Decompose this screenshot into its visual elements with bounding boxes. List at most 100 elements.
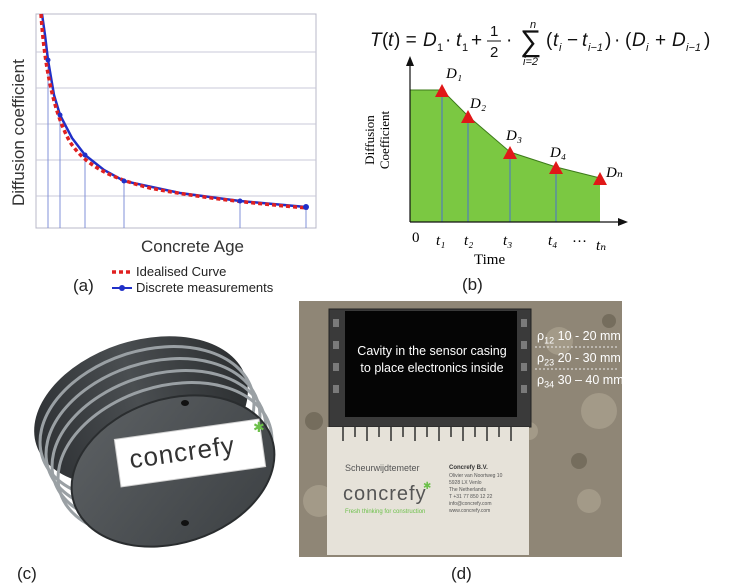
svg-text:·: · [445, 30, 451, 51]
card-address-line: www.concrefy.com [449, 508, 491, 514]
card-tagline: Fresh thinking for construction [345, 509, 426, 515]
aggregate [545, 327, 573, 355]
legend-idealised-label: Idealised Curve [136, 264, 227, 279]
svg-text:T: T [370, 30, 383, 51]
svg-text:t: t [388, 30, 394, 51]
svg-text:i: i [559, 42, 562, 54]
svg-text:·: · [614, 30, 620, 51]
card-company: Concrefy B.V. [449, 465, 488, 471]
svg-text:i−1: i−1 [588, 42, 603, 54]
sensor-label [113, 418, 267, 488]
card-address-line: info@concrefy.com [449, 501, 492, 507]
svg-text:+: + [655, 30, 666, 51]
casing-notch [521, 385, 527, 393]
card-title: Scheurwijdtemeter [345, 463, 420, 473]
casing-notch [521, 363, 527, 371]
svg-text:t: t [553, 30, 559, 51]
rho-range: 10 - 20 mm [557, 329, 621, 343]
card-address-line: Olivier van Noortweg 10 [449, 473, 503, 479]
measurement-point [45, 57, 51, 63]
rho-symbol: ρ [537, 351, 545, 365]
measurement-point [82, 152, 88, 158]
origin-label: 0 [412, 230, 420, 246]
aggregate [577, 489, 601, 513]
legend-symbols [112, 270, 132, 291]
svg-text:1: 1 [490, 23, 498, 40]
svg-text:1: 1 [437, 42, 443, 54]
casing-notch [521, 341, 527, 349]
measurement-point [237, 198, 243, 204]
legend: Idealised Curve Discrete measurements [110, 264, 310, 298]
cavity-box [345, 311, 517, 417]
panel-c-photo: concrefy ✱ [13, 301, 285, 554]
ruler-card [327, 427, 529, 555]
measurement-point [303, 204, 309, 210]
svg-text:i: i [646, 42, 649, 54]
caption-a: (a) [73, 276, 94, 295]
cavity-text-line1: Cavity in the sensor casing [357, 344, 507, 358]
y-axis-label-b: Diffusion Coefficient [362, 80, 402, 200]
formula-render: T ( t ) = D 1 · t 1 + 1 2 · ∑ n i=2 ( t … [370, 19, 710, 68]
tick-ellipsis: … [572, 230, 587, 246]
sensor-hole [181, 400, 189, 406]
card-address-line: T +31 77 850 12 22 [449, 494, 493, 500]
rho-range: 20 - 30 mm [557, 351, 621, 365]
marker-dn [593, 172, 607, 185]
panel-b: T ( t ) = D 1 · t 1 + 1 2 · ∑ n i=2 ( t … [360, 0, 730, 300]
concrete-texture [299, 301, 622, 557]
panel-d-photo: Cavity in the sensor casing to place ele… [299, 301, 622, 557]
casing-notch [333, 385, 339, 393]
rho-sub: 23 [544, 357, 555, 368]
rho-label-34: ρ34 30 – 40 mm [537, 373, 622, 390]
legend-discrete-label: Discrete measurements [136, 280, 274, 295]
casing-notch [333, 363, 339, 371]
tick-t3: t₃ [503, 233, 513, 249]
marker-d4 [549, 161, 563, 174]
x-axis-arrow [618, 218, 628, 226]
x-axis-label-time: Time [474, 252, 506, 268]
card-address-line: The Netherlands [449, 487, 486, 493]
card-brand: concrefy [343, 483, 427, 505]
rho-sub: 34 [544, 379, 555, 390]
label-d2: D₂ [470, 96, 487, 112]
y-axis-label-line2: Coefficient [377, 110, 392, 170]
svg-text:·: · [506, 30, 512, 51]
panel-a: Diffusion coefficient Concrete Age (a) I… [0, 0, 360, 300]
rho-range: 30 – 40 mm [557, 373, 622, 387]
caption-d: (d) [451, 564, 472, 583]
svg-text:t: t [456, 30, 462, 51]
rho-label-23: ρ23 20 - 30 mm [537, 351, 621, 368]
tick-t2: t₂ [464, 233, 474, 249]
rho-label-12: ρ12 10 - 20 mm [537, 329, 621, 346]
aggregate [581, 393, 617, 429]
aggregate [571, 453, 587, 469]
rho-symbol: ρ [537, 373, 545, 387]
svg-text:i=2: i=2 [523, 56, 538, 68]
label-d1: D₁ [446, 66, 463, 82]
svg-text:D: D [672, 30, 686, 51]
svg-text:): ) [605, 30, 611, 51]
tick-tn: tₙ [596, 238, 607, 254]
caption-b: (b) [462, 275, 483, 294]
tick-t4: t₄ [548, 233, 558, 249]
svg-text:t: t [582, 30, 588, 51]
rho-sub: 12 [544, 335, 555, 346]
marker-d1 [435, 84, 449, 97]
svg-text:2: 2 [490, 44, 498, 61]
svg-text:) =: ) = [394, 30, 417, 51]
svg-text:D: D [632, 30, 646, 51]
svg-text:−: − [567, 30, 578, 51]
label-dn: Dₙ [606, 165, 623, 181]
svg-text:(: ( [625, 30, 632, 51]
x-axis-label: Concrete Age [141, 237, 244, 256]
card-address-line: 5928 LX Venlo [449, 480, 482, 486]
svg-text:∑: ∑ [520, 25, 541, 58]
legend-discrete-marker [119, 285, 125, 291]
caption-c: (c) [17, 564, 37, 583]
card-address: Olivier van Noortweg 10 5928 LX Venlo Th… [449, 473, 502, 515]
area-outline [410, 89, 601, 179]
svg-text:): ) [704, 30, 710, 51]
casing-notch [333, 319, 339, 327]
y-axis-label: Diffusion coefficient [9, 59, 28, 206]
svg-text:(: ( [382, 30, 389, 51]
